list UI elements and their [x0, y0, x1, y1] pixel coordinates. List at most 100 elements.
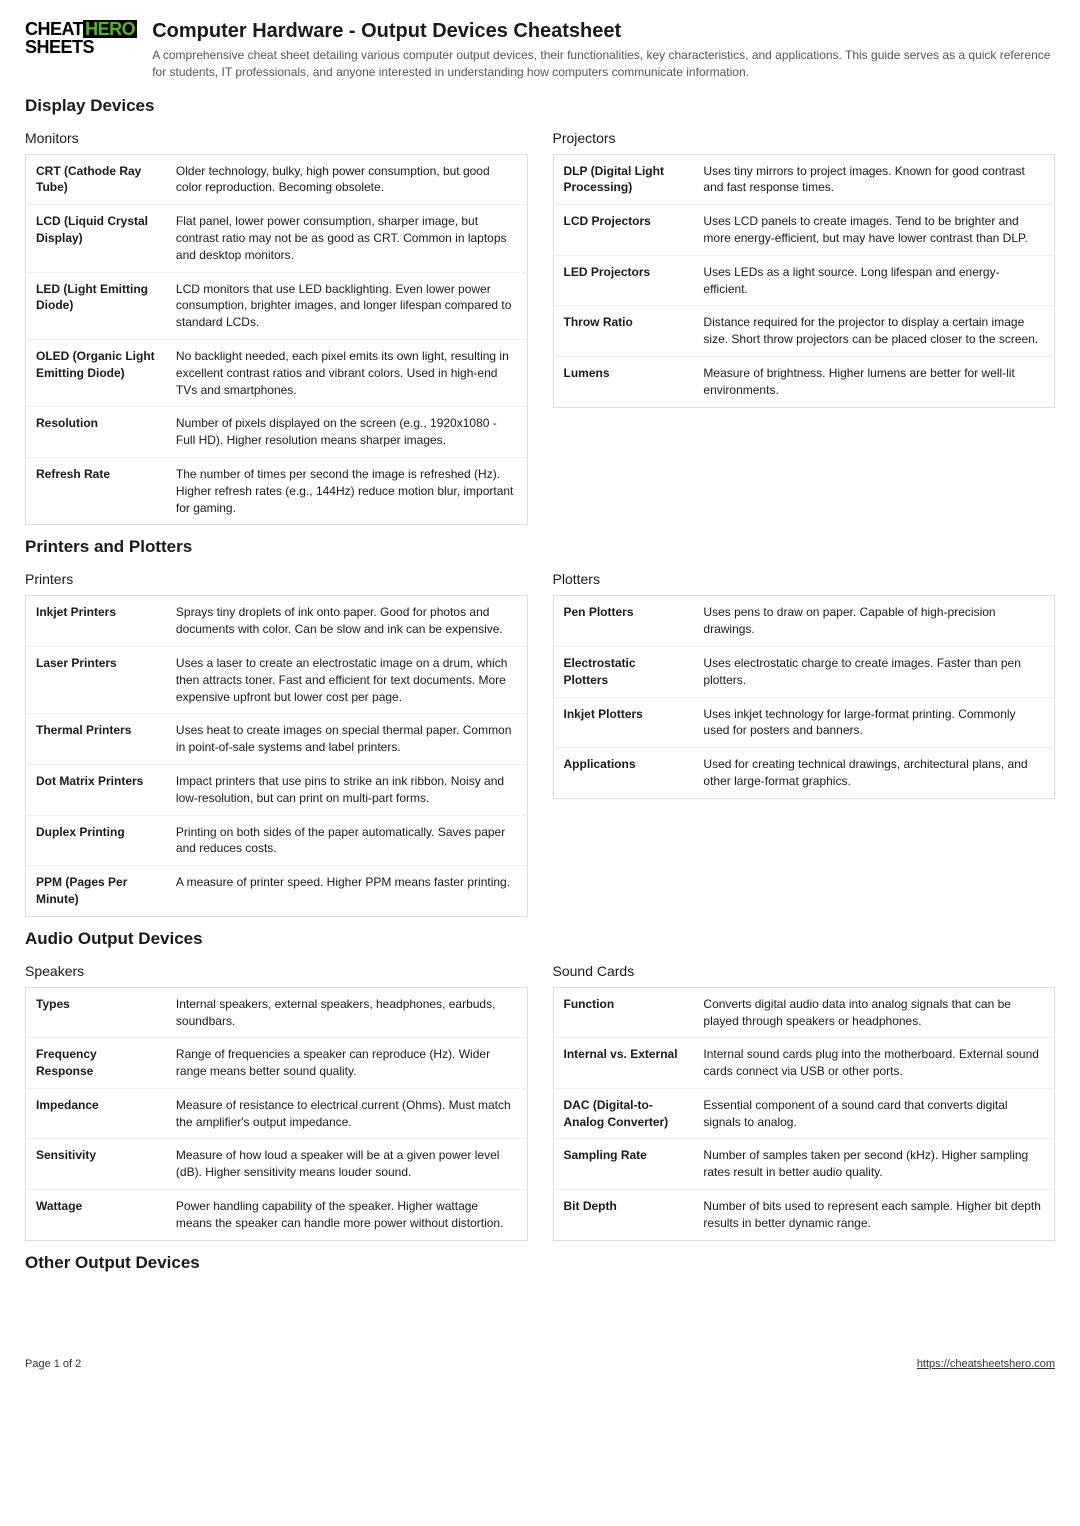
table-row: Inkjet PlottersUses inkjet technology fo…: [553, 697, 1055, 748]
table-row: ImpedanceMeasure of resistance to electr…: [26, 1088, 528, 1139]
projectors-title: Projectors: [553, 130, 1056, 146]
plotters-title: Plotters: [553, 571, 1056, 587]
def-cell: Uses inkjet technology for large-format …: [693, 697, 1054, 748]
speakers-col: Speakers TypesInternal speakers, externa…: [25, 957, 528, 1241]
def-cell: Converts digital audio data into analog …: [693, 987, 1054, 1038]
term-cell: Electrostatic Plotters: [553, 646, 693, 697]
printers-table: Inkjet PrintersSprays tiny droplets of i…: [25, 595, 528, 916]
def-cell: Uses pens to draw on paper. Capable of h…: [693, 596, 1054, 647]
term-cell: LED (Light Emitting Diode): [26, 272, 166, 339]
term-cell: Applications: [553, 748, 693, 799]
def-cell: Uses a laser to create an electrostatic …: [166, 646, 527, 713]
def-cell: Measure of how loud a speaker will be at…: [166, 1139, 527, 1190]
table-row: Dot Matrix PrintersImpact printers that …: [26, 764, 528, 815]
projectors-table: DLP (Digital Light Processing)Uses tiny …: [553, 154, 1056, 408]
printers-col: Printers Inkjet PrintersSprays tiny drop…: [25, 565, 528, 916]
term-cell: OLED (Organic Light Emitting Diode): [26, 339, 166, 406]
section-heading-printers: Printers and Plotters: [25, 537, 1055, 557]
def-cell: Older technology, bulky, high power cons…: [166, 154, 527, 205]
table-row: Duplex PrintingPrinting on both sides of…: [26, 815, 528, 866]
section-heading-other: Other Output Devices: [25, 1253, 1055, 1273]
def-cell: Uses tiny mirrors to project images. Kno…: [693, 154, 1054, 205]
term-cell: Laser Printers: [26, 646, 166, 713]
term-cell: Inkjet Plotters: [553, 697, 693, 748]
term-cell: LED Projectors: [553, 255, 693, 306]
footer-link[interactable]: https://cheatsheetshero.com: [917, 1358, 1055, 1370]
def-cell: LCD monitors that use LED backlighting. …: [166, 272, 527, 339]
footer: Page 1 of 2 https://cheatsheetshero.com: [25, 1358, 1055, 1370]
def-cell: The number of times per second the image…: [166, 457, 527, 524]
page-title: Computer Hardware - Output Devices Cheat…: [152, 20, 1055, 43]
table-row: Laser PrintersUses a laser to create an …: [26, 646, 528, 713]
plotters-col: Plotters Pen PlottersUses pens to draw o…: [553, 565, 1056, 916]
def-cell: Number of samples taken per second (kHz)…: [693, 1139, 1054, 1190]
term-cell: Inkjet Printers: [26, 596, 166, 647]
speakers-table: TypesInternal speakers, external speaker…: [25, 987, 528, 1241]
def-cell: No backlight needed, each pixel emits it…: [166, 339, 527, 406]
def-cell: Uses LCD panels to create images. Tend t…: [693, 205, 1054, 256]
soundcards-table: FunctionConverts digital audio data into…: [553, 987, 1056, 1241]
table-row: Bit DepthNumber of bits used to represen…: [553, 1190, 1055, 1241]
speakers-title: Speakers: [25, 963, 528, 979]
term-cell: DAC (Digital-to-Analog Converter): [553, 1088, 693, 1139]
def-cell: A measure of printer speed. Higher PPM m…: [166, 866, 527, 917]
table-row: ResolutionNumber of pixels displayed on …: [26, 407, 528, 458]
table-row: TypesInternal speakers, external speaker…: [26, 987, 528, 1038]
term-cell: Thermal Printers: [26, 714, 166, 765]
monitors-table: CRT (Cathode Ray Tube)Older technology, …: [25, 154, 528, 526]
def-cell: Measure of brightness. Higher lumens are…: [693, 356, 1054, 407]
soundcards-title: Sound Cards: [553, 963, 1056, 979]
printers-title: Printers: [25, 571, 528, 587]
section-heading-display: Display Devices: [25, 96, 1055, 116]
logo-hero: HERO: [83, 20, 137, 38]
soundcards-col: Sound Cards FunctionConverts digital aud…: [553, 957, 1056, 1241]
table-row: LCD ProjectorsUses LCD panels to create …: [553, 205, 1055, 256]
table-row: PPM (Pages Per Minute)A measure of print…: [26, 866, 528, 917]
monitors-title: Monitors: [25, 130, 528, 146]
table-row: FunctionConverts digital audio data into…: [553, 987, 1055, 1038]
logo-sheets: SHEETS: [25, 38, 137, 56]
table-row: LCD (Liquid Crystal Display)Flat panel, …: [26, 205, 528, 272]
def-cell: Measure of resistance to electrical curr…: [166, 1088, 527, 1139]
def-cell: Flat panel, lower power consumption, sha…: [166, 205, 527, 272]
term-cell: CRT (Cathode Ray Tube): [26, 154, 166, 205]
table-row: Frequency ResponseRange of frequencies a…: [26, 1038, 528, 1089]
term-cell: LCD Projectors: [553, 205, 693, 256]
table-row: Inkjet PrintersSprays tiny droplets of i…: [26, 596, 528, 647]
table-row: SensitivityMeasure of how loud a speaker…: [26, 1139, 528, 1190]
table-row: WattagePower handling capability of the …: [26, 1190, 528, 1241]
term-cell: Impedance: [26, 1088, 166, 1139]
term-cell: Wattage: [26, 1190, 166, 1241]
term-cell: Internal vs. External: [553, 1038, 693, 1089]
def-cell: Used for creating technical drawings, ar…: [693, 748, 1054, 799]
term-cell: Function: [553, 987, 693, 1038]
term-cell: Types: [26, 987, 166, 1038]
section-heading-audio: Audio Output Devices: [25, 929, 1055, 949]
table-row: LED ProjectorsUses LEDs as a light sourc…: [553, 255, 1055, 306]
term-cell: Throw Ratio: [553, 306, 693, 357]
def-cell: Impact printers that use pins to strike …: [166, 764, 527, 815]
def-cell: Uses heat to create images on special th…: [166, 714, 527, 765]
term-cell: DLP (Digital Light Processing): [553, 154, 693, 205]
subtitle: A comprehensive cheat sheet detailing va…: [152, 47, 1055, 81]
def-cell: Essential component of a sound card that…: [693, 1088, 1054, 1139]
table-row: ApplicationsUsed for creating technical …: [553, 748, 1055, 799]
table-row: Internal vs. ExternalInternal sound card…: [553, 1038, 1055, 1089]
def-cell: Internal sound cards plug into the mothe…: [693, 1038, 1054, 1089]
def-cell: Number of bits used to represent each sa…: [693, 1190, 1054, 1241]
term-cell: Bit Depth: [553, 1190, 693, 1241]
term-cell: Pen Plotters: [553, 596, 693, 647]
table-row: LED (Light Emitting Diode)LCD monitors t…: [26, 272, 528, 339]
def-cell: Printing on both sides of the paper auto…: [166, 815, 527, 866]
table-row: Thermal PrintersUses heat to create imag…: [26, 714, 528, 765]
def-cell: Uses electrostatic charge to create imag…: [693, 646, 1054, 697]
table-row: Pen PlottersUses pens to draw on paper. …: [553, 596, 1055, 647]
term-cell: LCD (Liquid Crystal Display): [26, 205, 166, 272]
def-cell: Internal speakers, external speakers, he…: [166, 987, 527, 1038]
term-cell: Frequency Response: [26, 1038, 166, 1089]
table-row: DAC (Digital-to-Analog Converter)Essenti…: [553, 1088, 1055, 1139]
term-cell: Sampling Rate: [553, 1139, 693, 1190]
header-text: Computer Hardware - Output Devices Cheat…: [152, 20, 1055, 81]
header: CHEAT HERO SHEETS Computer Hardware - Ou…: [25, 20, 1055, 81]
def-cell: Power handling capability of the speaker…: [166, 1190, 527, 1241]
